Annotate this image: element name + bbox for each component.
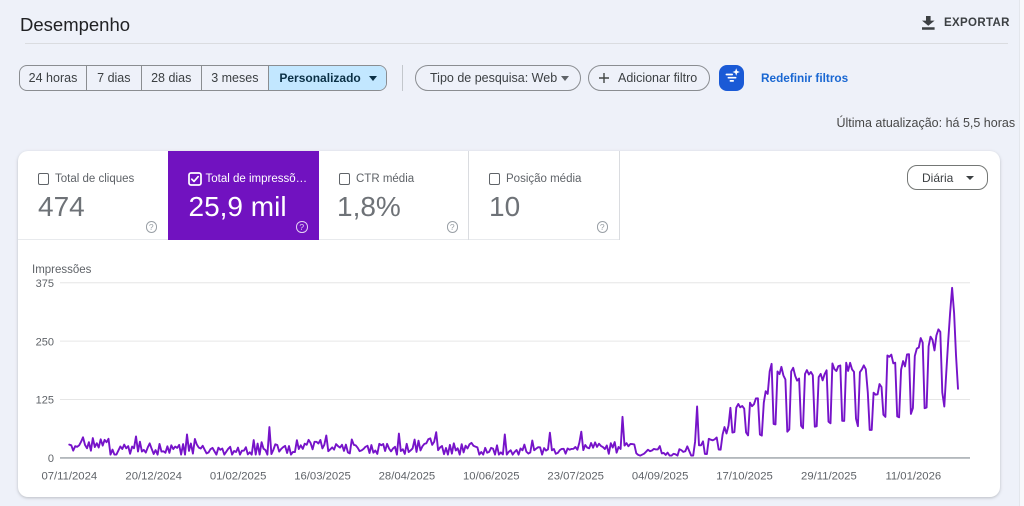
svg-text:23/07/2025: 23/07/2025: [547, 471, 604, 483]
svg-text:20/12/2024: 20/12/2024: [125, 471, 182, 483]
svg-text:01/02/2025: 01/02/2025: [210, 471, 267, 483]
svg-text:375: 375: [36, 278, 54, 290]
svg-text:10/06/2025: 10/06/2025: [463, 471, 520, 483]
svg-text:07/11/2024: 07/11/2024: [41, 471, 97, 483]
svg-text:17/10/2025: 17/10/2025: [716, 471, 773, 483]
svg-text:11/01/2026: 11/01/2026: [885, 471, 941, 483]
svg-text:0: 0: [48, 453, 54, 465]
svg-text:04/09/2025: 04/09/2025: [632, 471, 689, 483]
svg-text:Impressões: Impressões: [32, 264, 92, 276]
svg-text:29/11/2025: 29/11/2025: [801, 471, 857, 483]
svg-text:28/04/2025: 28/04/2025: [379, 471, 436, 483]
svg-text:125: 125: [36, 395, 54, 407]
svg-text:16/03/2025: 16/03/2025: [294, 471, 351, 483]
svg-text:250: 250: [36, 336, 54, 348]
